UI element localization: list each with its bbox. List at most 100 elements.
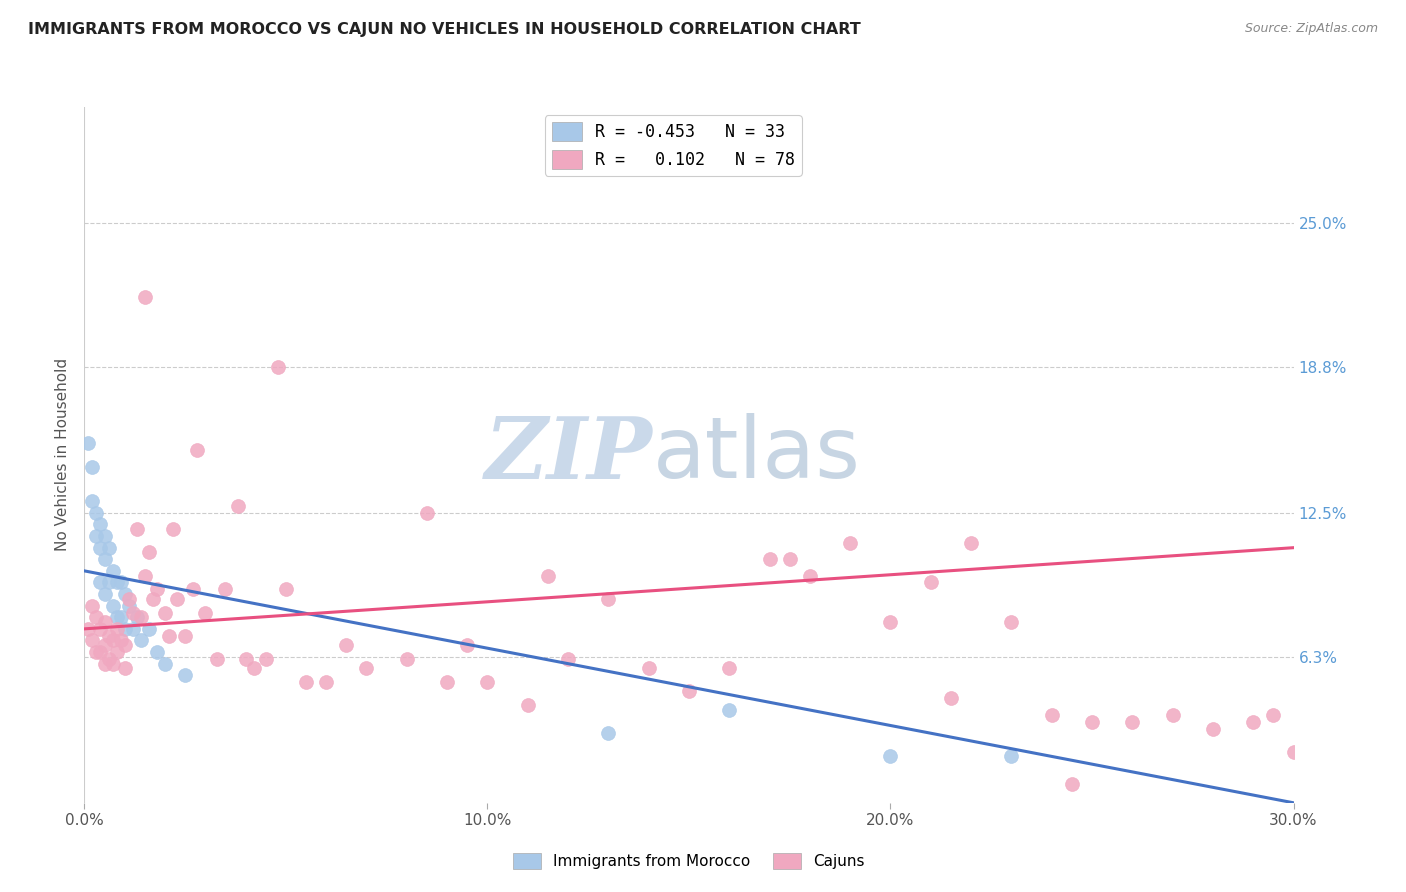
Point	[138, 622, 160, 636]
Point	[101, 564, 124, 578]
Point	[718, 661, 741, 675]
Point	[356, 661, 378, 675]
Point	[97, 652, 120, 666]
Point	[89, 645, 111, 659]
Point	[89, 517, 111, 532]
Point	[598, 726, 620, 740]
Point	[779, 552, 801, 566]
Point	[1263, 707, 1285, 722]
Point	[97, 575, 120, 590]
Point	[77, 436, 100, 450]
Point	[121, 622, 143, 636]
Text: IMMIGRANTS FROM MOROCCO VS CAJUN NO VEHICLES IN HOUSEHOLD CORRELATION CHART: IMMIGRANTS FROM MOROCCO VS CAJUN NO VEHI…	[28, 22, 860, 37]
Point	[142, 591, 165, 606]
Point	[105, 575, 128, 590]
Point	[82, 459, 104, 474]
Point	[97, 541, 120, 555]
Point	[166, 591, 188, 606]
Point	[235, 652, 257, 666]
Point	[86, 529, 108, 543]
Point	[114, 638, 136, 652]
Point	[637, 661, 659, 675]
Point	[110, 575, 132, 590]
Point	[134, 290, 156, 304]
Text: atlas: atlas	[652, 413, 860, 497]
Point	[267, 359, 290, 374]
Point	[456, 638, 478, 652]
Point	[89, 622, 111, 636]
Point	[1161, 707, 1184, 722]
Point	[93, 587, 115, 601]
Point	[1121, 714, 1143, 729]
Point	[93, 529, 115, 543]
Point	[960, 536, 983, 550]
Point	[758, 552, 780, 566]
Point	[138, 545, 160, 559]
Point	[114, 661, 136, 675]
Point	[125, 522, 148, 536]
Point	[920, 575, 942, 590]
Point	[1081, 714, 1104, 729]
Point	[86, 610, 108, 624]
Point	[315, 675, 337, 690]
Point	[839, 536, 862, 550]
Point	[153, 657, 176, 671]
Point	[89, 541, 111, 555]
Point	[181, 582, 204, 597]
Point	[93, 657, 115, 671]
Point	[254, 652, 277, 666]
Point	[101, 657, 124, 671]
Point	[153, 606, 176, 620]
Point	[86, 645, 108, 659]
Point	[186, 443, 208, 458]
Point	[799, 568, 821, 582]
Point	[537, 568, 560, 582]
Point	[89, 575, 111, 590]
Point	[105, 645, 128, 659]
Point	[114, 587, 136, 601]
Point	[101, 599, 124, 613]
Point	[134, 568, 156, 582]
Point	[146, 645, 169, 659]
Point	[879, 615, 901, 629]
Point	[110, 610, 132, 624]
Point	[118, 599, 141, 613]
Point	[335, 638, 357, 652]
Point	[242, 661, 264, 675]
Legend: Immigrants from Morocco, Cajuns: Immigrants from Morocco, Cajuns	[508, 847, 870, 875]
Point	[516, 698, 538, 713]
Point	[1000, 615, 1022, 629]
Point	[1000, 749, 1022, 764]
Point	[436, 675, 458, 690]
Point	[105, 610, 128, 624]
Point	[718, 703, 741, 717]
Point	[1282, 745, 1305, 759]
Point	[598, 591, 620, 606]
Point	[146, 582, 169, 597]
Point	[162, 522, 184, 536]
Point	[416, 506, 439, 520]
Point	[86, 506, 108, 520]
Point	[194, 606, 217, 620]
Point	[879, 749, 901, 764]
Point	[105, 622, 128, 636]
Point	[129, 633, 152, 648]
Point	[678, 684, 700, 698]
Point	[129, 610, 152, 624]
Point	[214, 582, 236, 597]
Point	[557, 652, 579, 666]
Point	[82, 494, 104, 508]
Point	[97, 629, 120, 643]
Point	[477, 675, 499, 690]
Point	[118, 591, 141, 606]
Point	[121, 606, 143, 620]
Point	[1202, 722, 1225, 736]
Point	[93, 552, 115, 566]
Point	[114, 622, 136, 636]
Point	[295, 675, 318, 690]
Point	[395, 652, 418, 666]
Point	[125, 610, 148, 624]
Y-axis label: No Vehicles in Household: No Vehicles in Household	[55, 359, 70, 551]
Point	[1040, 707, 1063, 722]
Point	[1060, 777, 1083, 791]
